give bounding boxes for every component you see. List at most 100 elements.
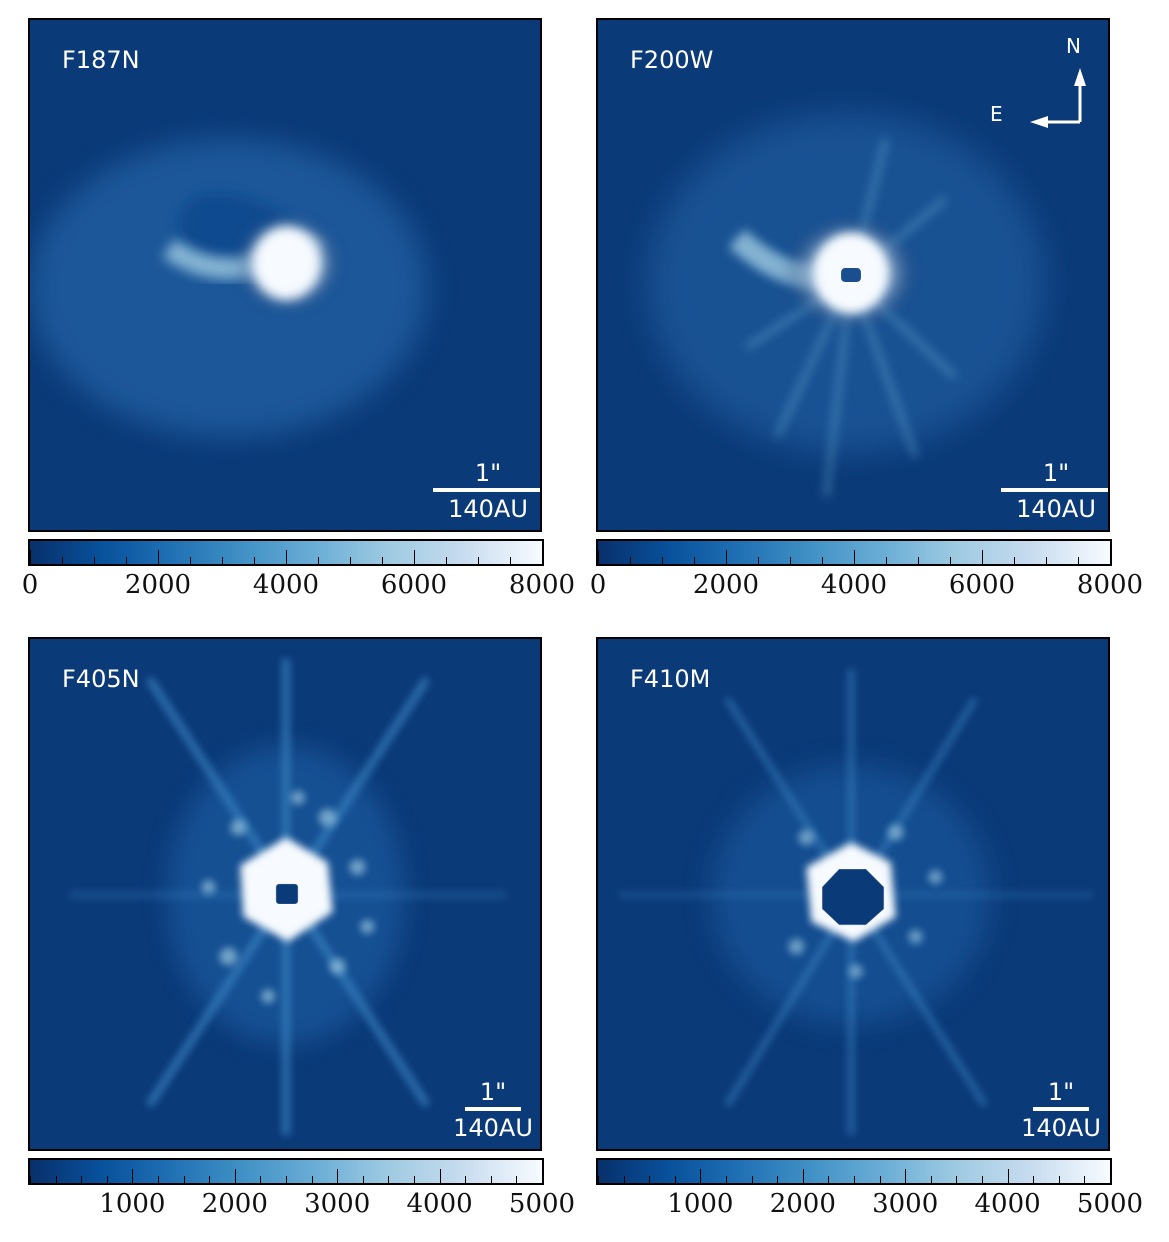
colorbar-minor-tick xyxy=(62,557,63,564)
colorbar-tick-label: 3000 xyxy=(872,1189,939,1219)
colorbar-major-tick xyxy=(542,550,543,564)
colorbar-tick-label: 4000 xyxy=(820,570,888,600)
scale-bar-line xyxy=(433,488,540,492)
colorbar-minor-tick xyxy=(982,1176,983,1183)
colorbar-minor-tick xyxy=(465,1176,467,1183)
colorbar-minor-tick xyxy=(286,1176,287,1183)
image-panel-f405n: F405N 1" 140AU xyxy=(28,637,542,1151)
colorbar-major-tick xyxy=(854,550,855,564)
colorbar-major-tick xyxy=(414,550,415,564)
filter-label: F200W xyxy=(630,46,714,74)
colorbar-minor-tick xyxy=(930,1176,932,1183)
f187n-image xyxy=(30,20,540,530)
scale-arcsec-label: 1" xyxy=(1047,1078,1075,1106)
colorbar-minor-tick xyxy=(106,1176,108,1183)
colorbar-minor-tick xyxy=(1046,557,1047,564)
scale-bar-line xyxy=(465,1107,521,1111)
scale-au-label: 140AU xyxy=(1016,495,1096,523)
colorbar-minor-tick xyxy=(694,557,695,564)
colorbar-minor-tick xyxy=(751,1176,753,1183)
colorbar-tick-label: 2000 xyxy=(124,570,192,600)
colorbar-major-tick xyxy=(132,1169,134,1183)
colorbar-major-tick xyxy=(337,1169,339,1183)
colorbar-tick-label: 5000 xyxy=(508,1189,576,1219)
colorbar-major-tick xyxy=(542,1169,543,1183)
colorbar-minor-tick xyxy=(516,1176,518,1183)
colorbar-major-tick xyxy=(598,550,599,564)
colorbar-tick-label: 0 xyxy=(21,570,39,600)
scale-au-label: 140AU xyxy=(448,495,528,523)
scale-arcsec-label: 1" xyxy=(1042,459,1070,487)
scale-arcsec-label: 1" xyxy=(479,1078,507,1106)
colorbar-minor-tick xyxy=(318,557,319,564)
colorbar-minor-tick xyxy=(854,1176,855,1183)
colorbar-minor-tick xyxy=(350,557,351,564)
scale-bar: 1" 140AU xyxy=(1010,1078,1108,1142)
f410m-image xyxy=(598,639,1108,1149)
image-panel-f410m: F410M 1" 140AU xyxy=(596,637,1110,1151)
colorbar-f200w xyxy=(596,539,1112,566)
colorbar-f187n xyxy=(28,539,544,566)
colorbar-minor-tick xyxy=(94,557,95,564)
compass-arrows-icon xyxy=(1030,68,1086,128)
filter-label: F187N xyxy=(62,46,140,74)
colorbar-minor-tick xyxy=(956,1176,958,1183)
colorbar-minor-tick xyxy=(1033,1176,1035,1183)
colorbar-major-tick xyxy=(1110,1169,1111,1183)
colorbar-major-tick xyxy=(802,1169,804,1183)
colorbar-minor-tick xyxy=(1078,557,1079,564)
colorbar-minor-tick xyxy=(1084,1176,1086,1183)
scale-bar-line xyxy=(1001,488,1108,492)
colorbar-minor-tick xyxy=(55,1176,57,1183)
colorbar-minor-tick xyxy=(662,557,663,564)
colorbar-tick-label: 8000 xyxy=(1076,570,1144,600)
colorbar-major-tick xyxy=(158,550,159,564)
colorbar-tick-label: 8000 xyxy=(508,570,576,600)
colorbar-major-tick xyxy=(905,1169,907,1183)
colorbar-minor-tick xyxy=(777,1176,779,1183)
colorbar-minor-tick xyxy=(950,557,951,564)
colorbar-tick-label: 6000 xyxy=(380,570,448,600)
filter-label: F410M xyxy=(630,665,711,693)
colorbar-minor-tick xyxy=(490,1176,492,1183)
colorbar-minor-tick xyxy=(209,1176,211,1183)
colorbar-minor-tick xyxy=(190,557,191,564)
colorbar-minor-tick xyxy=(623,1176,625,1183)
filter-label: F405N xyxy=(62,665,140,693)
colorbar-minor-tick xyxy=(222,557,223,564)
colorbar-minor-tick xyxy=(630,557,631,564)
colorbar-minor-tick xyxy=(254,557,255,564)
colorbar-minor-tick xyxy=(81,1176,83,1183)
f405n-image xyxy=(30,639,540,1149)
colorbar-minor-tick xyxy=(726,1176,727,1183)
colorbar-minor-tick xyxy=(183,1176,185,1183)
scale-arcsec-label: 1" xyxy=(474,459,502,487)
colorbar-major-tick xyxy=(286,550,287,564)
f200w-image xyxy=(598,20,1108,530)
scale-bar: 1" 140AU xyxy=(442,1078,540,1142)
colorbar-tick-label: 1000 xyxy=(99,1189,166,1219)
scale-bar: 1" 140AU xyxy=(1000,459,1108,523)
colorbar-tick-label: 2000 xyxy=(692,570,760,600)
scale-au-label: 140AU xyxy=(1021,1114,1101,1142)
compass-north-label: N xyxy=(1066,34,1081,58)
colorbar-minor-tick xyxy=(1058,1176,1060,1183)
image-panel-f187n: F187N 1" 140AU xyxy=(28,18,542,532)
colorbar-tick-label: 4000 xyxy=(974,1189,1041,1219)
colorbar-tick-label: 2000 xyxy=(769,1189,836,1219)
image-panel-f200w: F200W N E 1" 140AU xyxy=(596,18,1110,532)
colorbar-minor-tick xyxy=(674,1176,676,1183)
colorbar-minor-tick xyxy=(918,557,919,564)
colorbar-minor-tick xyxy=(388,1176,390,1183)
colorbar-tick-label: 2000 xyxy=(201,1189,268,1219)
scale-bar: 1" 140AU xyxy=(432,459,540,523)
colorbar-minor-tick xyxy=(362,1176,364,1183)
colorbar-minor-tick xyxy=(790,557,791,564)
colorbar-minor-tick xyxy=(649,1176,651,1183)
colorbar-minor-tick xyxy=(886,557,887,564)
colorbar-minor-tick xyxy=(446,557,447,564)
colorbar-tick-label: 1000 xyxy=(667,1189,734,1219)
colorbar-tick-label: 4000 xyxy=(406,1189,473,1219)
scale-au-label: 140AU xyxy=(453,1114,533,1142)
colorbar-tick-label: 4000 xyxy=(252,570,320,600)
